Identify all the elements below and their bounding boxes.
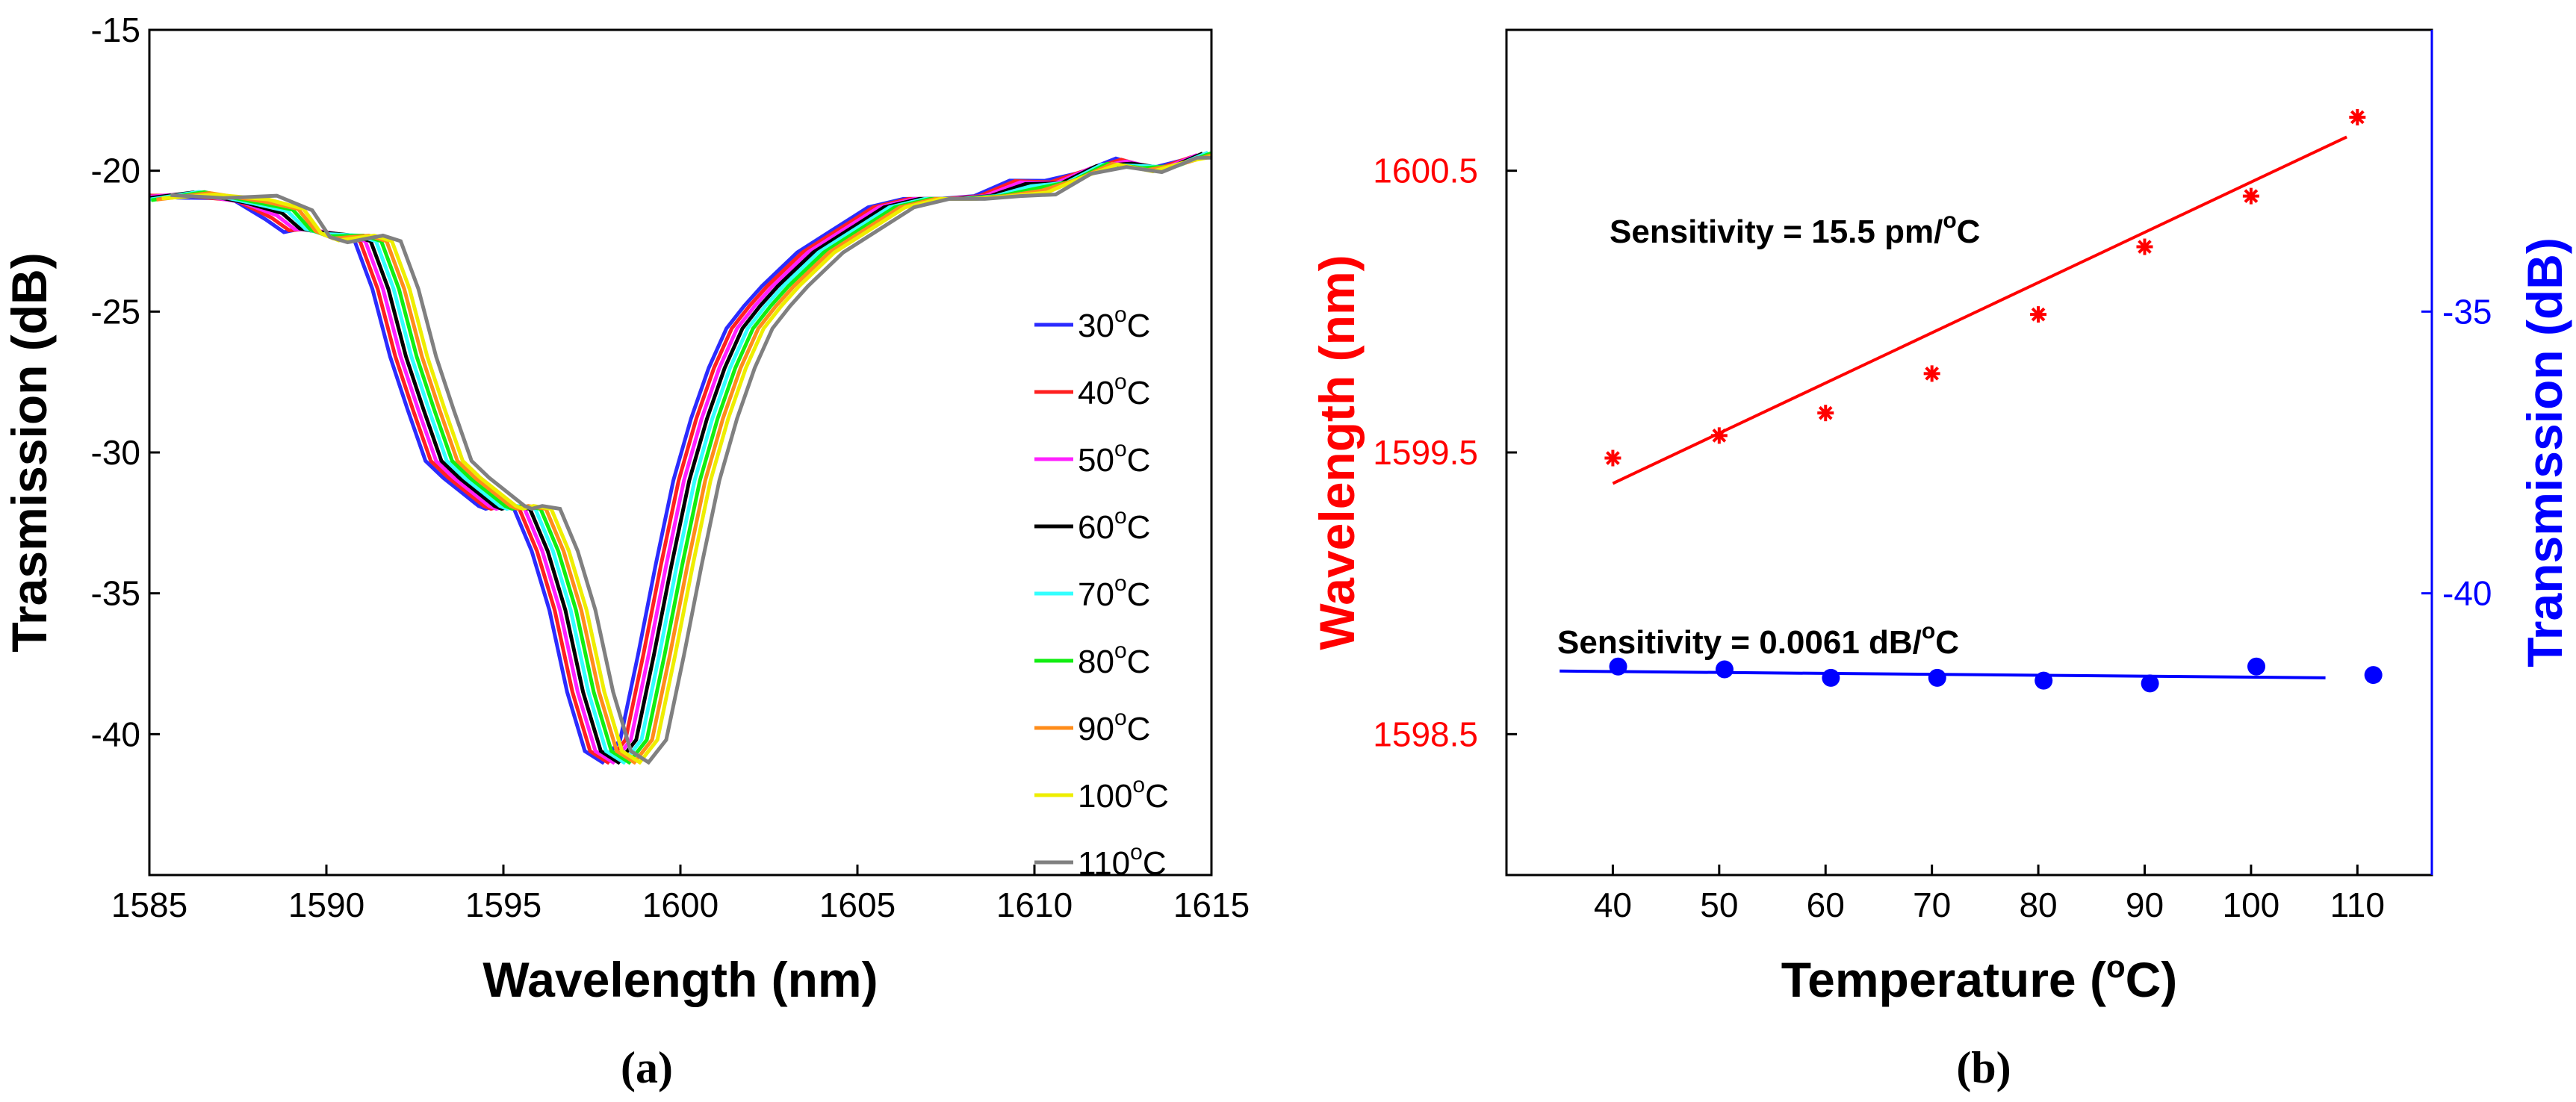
wavelength-point xyxy=(1604,449,1621,467)
annotation-wavelength-sensitivity: Sensitivity = 15.5 pm/oC xyxy=(1610,208,1980,250)
transmission-point xyxy=(2035,671,2053,690)
y-tick-label: -40 xyxy=(91,715,140,753)
transmission-point xyxy=(2247,657,2266,676)
x-tick-label: 1610 xyxy=(996,885,1073,924)
wavelength-point xyxy=(2349,108,2366,125)
series-lines-a xyxy=(149,150,1211,765)
y-tick-label: -25 xyxy=(91,292,140,331)
transmission-point xyxy=(1928,668,1946,687)
x-tick-label: 1600 xyxy=(642,885,719,924)
data-marks-b xyxy=(1559,108,2383,693)
x-ticks-b: 40 50 60 70 80 90 100 110 xyxy=(1594,865,2385,924)
y-tick-label: -20 xyxy=(91,152,140,190)
x-tick-label: 40 xyxy=(1594,885,1632,924)
y-tick-label: -35 xyxy=(91,574,140,613)
transmission-point xyxy=(1822,668,1840,687)
x-tick-label: 70 xyxy=(1913,885,1951,924)
wavelength-point xyxy=(2030,306,2047,323)
x-tick-label: 100 xyxy=(2223,885,2280,924)
y-axis-label-left-b: Wavelength (nm) xyxy=(1309,255,1365,650)
y-tick-label-right: -35 xyxy=(2442,292,2492,331)
x-tick-label: 110 xyxy=(2330,885,2385,924)
legend-label-40: 40oC xyxy=(1078,370,1150,411)
panel-b: 40 50 60 70 80 90 100 110 1598.5 1599.5 1600.5 -3… xyxy=(1309,28,2572,1092)
x-tick-label: 1605 xyxy=(819,885,896,924)
legend-label-110: 110oC xyxy=(1078,840,1167,882)
y-axis-label-a: Trasmission (dB) xyxy=(1,252,57,652)
x-tick-label: 1590 xyxy=(288,885,364,924)
x-axis-label-a: Wavelength (nm) xyxy=(482,952,878,1007)
wavelength-point xyxy=(1817,405,1834,422)
wavelength-point xyxy=(1923,365,1940,382)
annotation-transmission-sensitivity: Sensitivity = 0.0061 dB/oC xyxy=(1557,619,1959,661)
x-tick-label: 1615 xyxy=(1173,885,1250,924)
plot-frame-b xyxy=(1505,28,2433,877)
panel-label-a: (a) xyxy=(621,1043,673,1092)
y-tick-label-left: 1600.5 xyxy=(1373,152,1478,190)
y-ticks-right-b: -35 -40 xyxy=(2421,292,2492,613)
transmission-point xyxy=(1609,657,1627,676)
legend-a: 30oC 40oC 50oC 60oC 70oC 80oC 90oC 100oC 110oC xyxy=(1034,302,1169,882)
legend-label-70: 70oC xyxy=(1078,571,1150,613)
panel-a: 1585 1590 1595 1600 1605 1610 1615 -15 -20 -25 -3… xyxy=(1,10,1250,1092)
x-tick-label: 50 xyxy=(1700,885,1738,924)
legend-label-80: 80oC xyxy=(1078,638,1150,680)
legend-label-90: 90oC xyxy=(1078,706,1150,747)
y-tick-label-right: -40 xyxy=(2442,574,2492,613)
wavelength-point xyxy=(2242,187,2259,205)
y-ticks-left-b: 1598.5 1599.5 1600.5 xyxy=(1373,152,1517,753)
series-line-110 xyxy=(170,155,1211,765)
legend-label-50: 50oC xyxy=(1078,437,1150,479)
x-tick-label: 60 xyxy=(1807,885,1845,924)
transmission-point xyxy=(2141,674,2159,693)
x-tick-label: 1585 xyxy=(111,885,187,924)
y-axis-label-right-b: Transmission (dB) xyxy=(2517,237,2572,667)
x-tick-label: 1595 xyxy=(465,885,541,924)
x-axis-label-b: Temperature (oC) xyxy=(1781,949,2178,1007)
transmission-point xyxy=(1715,660,1734,679)
y-tick-label-left: 1599.5 xyxy=(1373,433,1478,472)
wavelength-point xyxy=(2136,238,2153,255)
legend-label-100: 100oC xyxy=(1078,773,1169,815)
x-tick-label: 90 xyxy=(2126,885,2164,924)
y-tick-label-left: 1598.5 xyxy=(1373,715,1478,753)
wavelength-point xyxy=(1710,427,1728,444)
y-tick-label: -30 xyxy=(91,433,140,472)
wavelength-fit-line xyxy=(1612,135,2347,485)
x-tick-label: 80 xyxy=(2019,885,2057,924)
x-ticks-a: 1585 1590 1595 1600 1605 1610 1615 xyxy=(111,865,1250,924)
transmission-point xyxy=(2364,666,2383,685)
y-tick-label: -15 xyxy=(91,10,140,49)
y-ticks-a: -15 -20 -25 -30 -35 -40 xyxy=(91,10,160,753)
legend-label-60: 60oC xyxy=(1078,504,1150,546)
panel-label-b: (b) xyxy=(1956,1043,2011,1092)
legend-label-30: 30oC xyxy=(1078,302,1150,344)
